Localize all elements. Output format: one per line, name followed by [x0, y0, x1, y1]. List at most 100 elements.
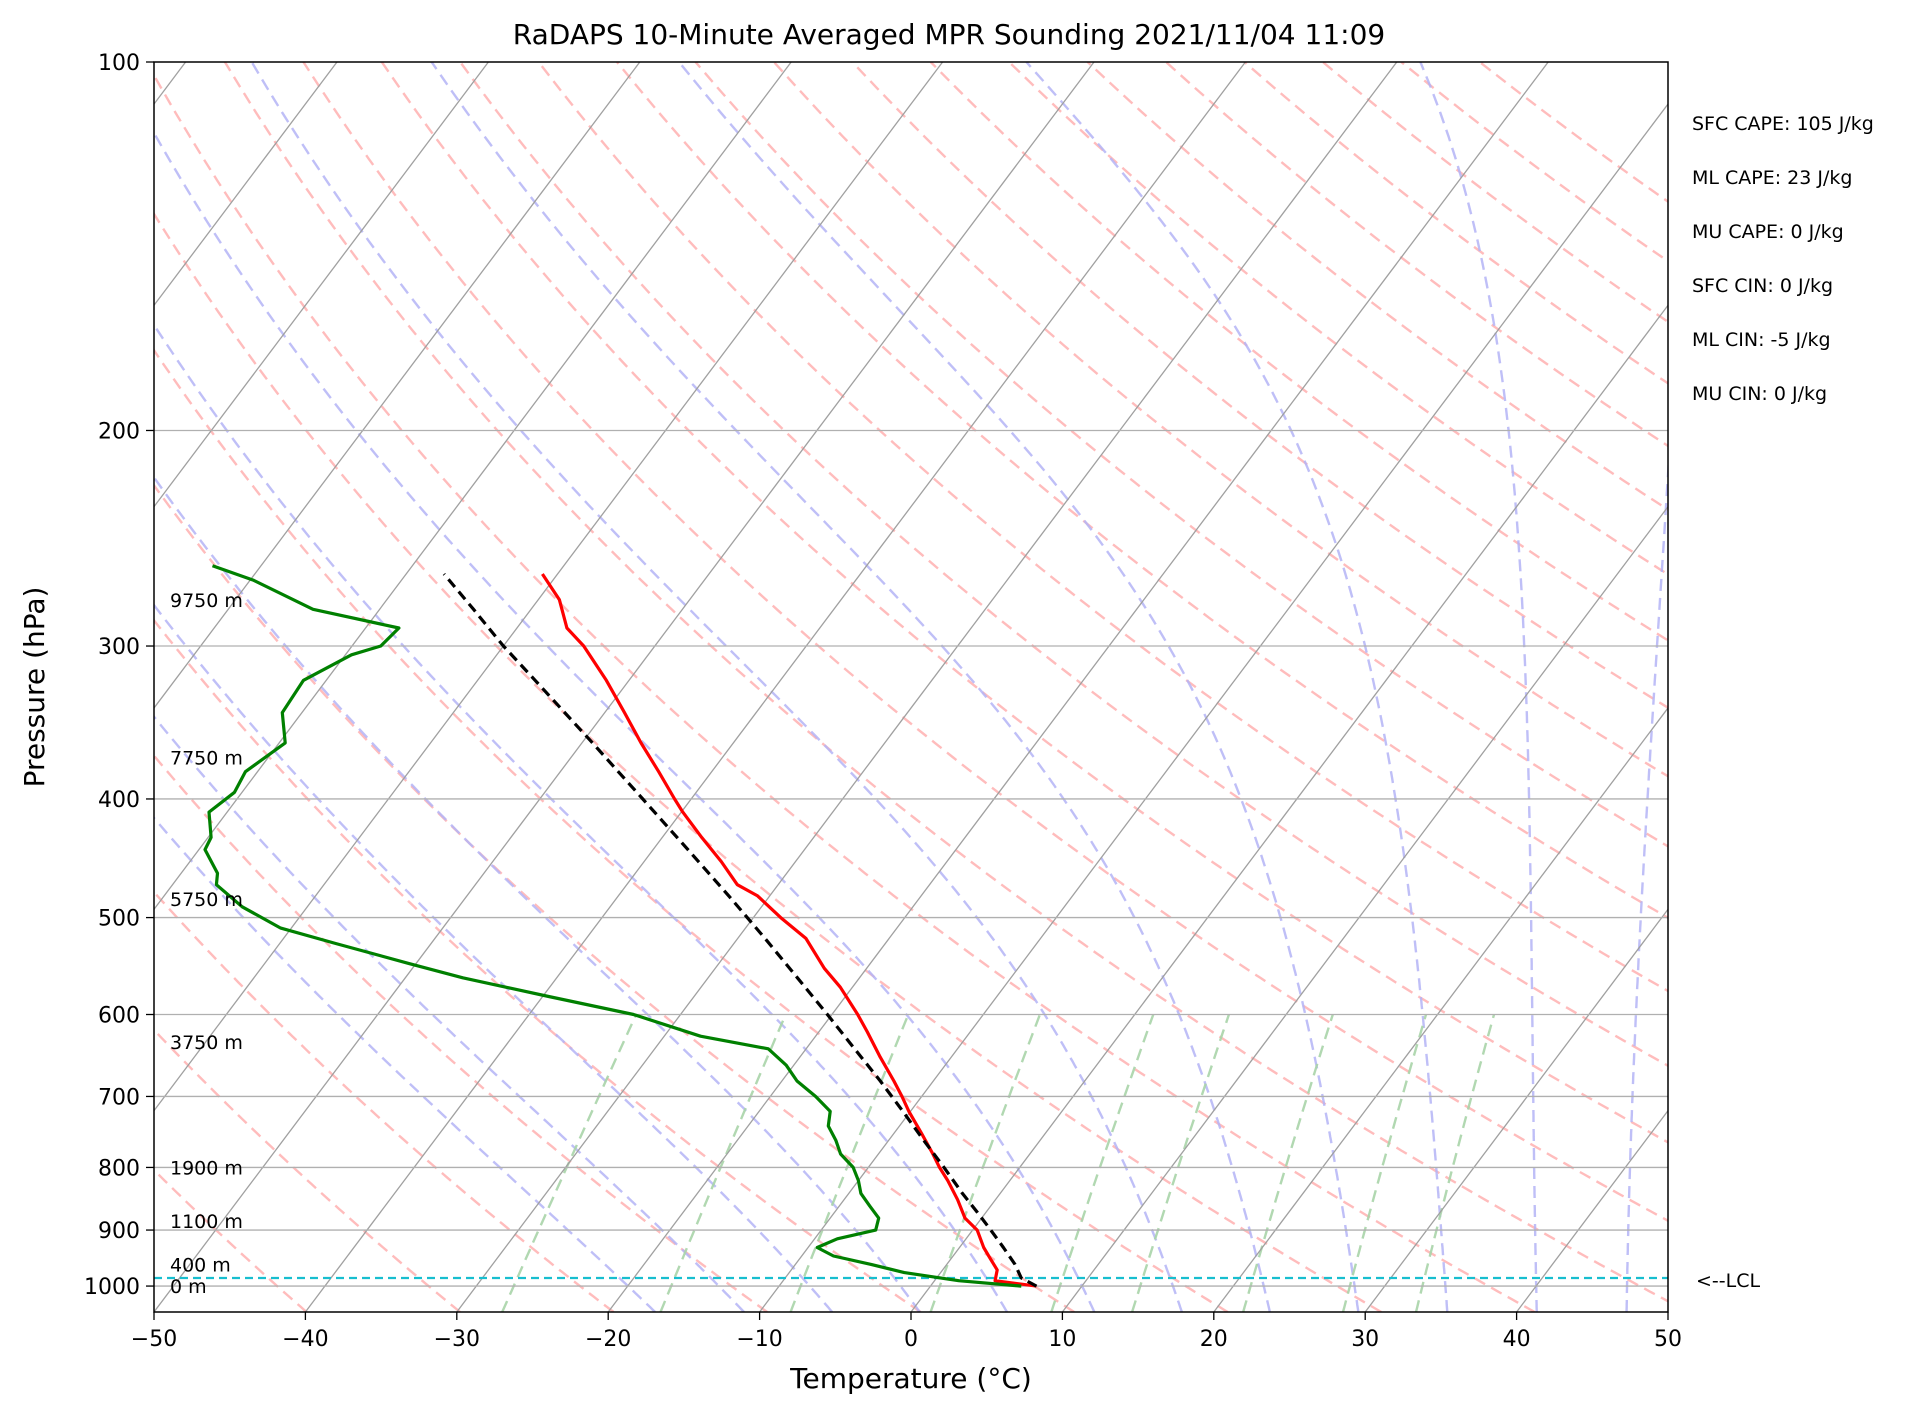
dry-adiabat — [1243, 62, 1668, 385]
y-tick-label: 200 — [98, 419, 140, 444]
isotherm — [1667, 1310, 1668, 1312]
dry-adiabat — [380, 62, 1668, 1144]
isotherm — [759, 102, 1668, 1312]
chart-title: RaDAPS 10-Minute Averaged MPR Sounding 2… — [513, 18, 1385, 51]
isotherm — [154, 62, 792, 911]
moist-adiabat — [154, 603, 834, 1312]
moist-adiabat — [1419, 62, 1538, 1312]
sounding-traces — [154, 564, 1668, 1288]
height-label: 400 m — [170, 1254, 231, 1276]
y-tick-label: 700 — [98, 1085, 140, 1110]
lcl-label: <--LCL — [1696, 1270, 1760, 1292]
temperature-trace — [541, 573, 1037, 1288]
dry-adiabat — [154, 890, 615, 1312]
y-tick-label: 1000 — [84, 1275, 140, 1300]
dry-adiabat — [1165, 62, 1668, 448]
height-label: 1100 m — [170, 1211, 243, 1233]
dry-adiabat — [154, 618, 922, 1312]
height-label: 7750 m — [170, 748, 243, 770]
moist-adiabat — [1625, 454, 1668, 1312]
index-label: MU CIN: 0 J/kg — [1692, 383, 1827, 405]
isotherm — [154, 62, 944, 1112]
annotations: 9750 m 7750 m 5750 m 3750 m 1900 m 1100 m 400 … — [170, 113, 1874, 1298]
mixing-ratio-line — [789, 1014, 910, 1312]
mixing-ratio-line — [1341, 1014, 1428, 1312]
y-tick-label: 300 — [98, 635, 140, 660]
dry-adiabat — [154, 211, 1382, 1312]
x-tick-label: 50 — [1654, 1327, 1682, 1352]
dewpoint-trace — [203, 564, 1022, 1288]
x-tick-label: −10 — [736, 1327, 782, 1352]
dry-adiabat — [154, 1028, 461, 1312]
mixing-ratio-line — [501, 1013, 638, 1312]
index-label: ML CAPE: 23 J/kg — [1692, 167, 1852, 189]
height-label: 0 m — [170, 1276, 207, 1298]
moist-adiabat — [430, 62, 1271, 1312]
x-tick-label: −20 — [585, 1327, 631, 1352]
dry-adiabat — [223, 62, 1668, 1303]
background-lines — [154, 62, 1668, 1312]
mixing-ratio-line — [1130, 1014, 1231, 1312]
parcel-trace — [442, 572, 1038, 1288]
dry-adiabat — [154, 348, 1229, 1312]
moist-adiabat — [154, 714, 745, 1312]
dry-adiabat — [154, 753, 768, 1312]
isotherm — [910, 304, 1668, 1312]
moist-adiabat — [154, 475, 921, 1312]
isotherm — [1364, 908, 1668, 1312]
moist-adiabat — [154, 130, 1096, 1312]
plot-frame — [153, 61, 1669, 1313]
mixing-ratio-line — [659, 1014, 787, 1312]
x-tick-label: 40 — [1503, 1327, 1531, 1352]
isotherm — [154, 62, 489, 508]
isotherm — [154, 62, 1095, 1312]
dry-adiabat — [929, 62, 1668, 642]
x-tick-label: 10 — [1048, 1327, 1076, 1352]
isotherm — [1516, 1109, 1668, 1312]
x-tick-label: 30 — [1351, 1327, 1379, 1352]
mixing-ratio-line — [1414, 1014, 1496, 1312]
height-label: 3750 m — [170, 1032, 243, 1054]
height-label: 5750 m — [170, 889, 243, 911]
moist-adiabat — [154, 816, 656, 1312]
y-tick-label: 600 — [98, 1004, 140, 1029]
y-tick-label: 100 — [98, 51, 140, 76]
y-tick-label: 900 — [98, 1219, 140, 1244]
isotherm — [607, 62, 1549, 1312]
index-label: ML CIN: -5 J/kg — [1692, 329, 1831, 351]
y-axis-title: Pressure (hPa) — [18, 587, 51, 788]
moist-adiabat — [154, 322, 1009, 1312]
x-axis-title: Temperature (°C) — [789, 1362, 1032, 1395]
moist-adiabat — [250, 62, 1184, 1312]
isotherm — [154, 62, 338, 307]
dry-adiabat — [302, 62, 1668, 1223]
x-tick-label: 0 — [904, 1327, 918, 1352]
moist-adiabat — [678, 62, 1360, 1312]
x-tick-label: 20 — [1200, 1327, 1228, 1352]
mixing-ratio-line — [1050, 1014, 1155, 1312]
dry-adiabat — [1008, 62, 1668, 576]
axis-ticks: −50 −40 −30 −20 −10 0 10 20 30 40 50 100 200 300 400 50… — [84, 51, 1682, 1352]
x-tick-label: −50 — [131, 1327, 177, 1352]
dry-adiabat — [154, 72, 1536, 1312]
y-tick-label: 500 — [98, 907, 140, 932]
height-label: 9750 m — [170, 590, 243, 612]
dry-adiabat — [616, 62, 1668, 920]
height-label: 1900 m — [170, 1157, 243, 1179]
index-label: SFC CIN: 0 J/kg — [1692, 275, 1833, 297]
mixing-ratio-line — [929, 1014, 1042, 1312]
dry-adiabat — [1322, 62, 1668, 324]
dry-adiabat — [537, 62, 1668, 993]
x-tick-label: −40 — [282, 1327, 328, 1352]
mixing-ratio-line — [1242, 1014, 1334, 1312]
index-label: SFC CAPE: 105 J/kg — [1692, 113, 1874, 135]
y-tick-label: 400 — [98, 788, 140, 813]
moist-adiabat — [1025, 62, 1449, 1312]
x-tick-label: −30 — [434, 1327, 480, 1352]
y-tick-label: 800 — [98, 1156, 140, 1181]
dry-adiabat — [694, 62, 1668, 848]
isotherm — [1061, 505, 1668, 1312]
isotherm — [304, 62, 1246, 1312]
